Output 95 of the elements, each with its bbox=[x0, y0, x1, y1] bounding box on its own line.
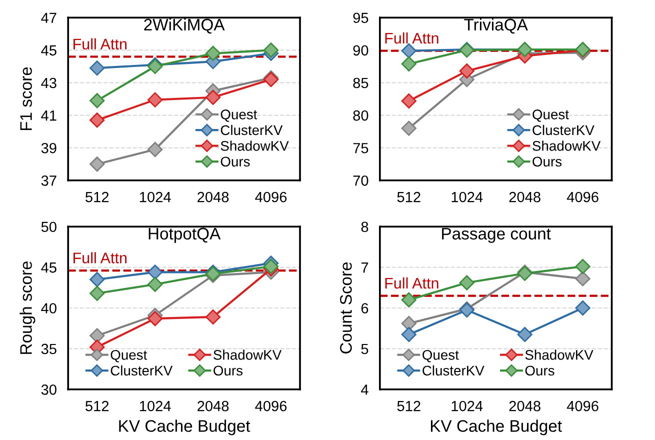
y-tick-label: 4 bbox=[361, 384, 368, 395]
point bbox=[90, 286, 105, 301]
legend-label: ShadowKV bbox=[532, 140, 601, 151]
y-tick-label: 75 bbox=[353, 143, 368, 154]
legend-label: Ours bbox=[214, 366, 242, 376]
chart-title: Passage count bbox=[442, 228, 551, 243]
legend-label: ShadowKV bbox=[214, 350, 282, 360]
chart-title: HotpotQA bbox=[148, 228, 221, 243]
legend-label: Ours bbox=[532, 156, 562, 167]
legend-label: Ours bbox=[525, 366, 554, 376]
y-tick-label: 90 bbox=[353, 45, 368, 56]
x-tick-label: 2048 bbox=[509, 400, 540, 412]
point bbox=[517, 326, 532, 342]
x-tick-label: 4096 bbox=[255, 400, 287, 412]
y-tick-label: 70 bbox=[353, 176, 368, 186]
y-tick-label: 5 bbox=[361, 344, 368, 354]
y-tick-label: 43 bbox=[41, 78, 56, 88]
legend-label: Quest bbox=[532, 110, 569, 122]
y-axis-title: F1 score bbox=[20, 67, 32, 130]
point bbox=[90, 93, 105, 108]
point bbox=[401, 292, 416, 308]
point bbox=[401, 93, 416, 109]
y-tick-label: 35 bbox=[41, 344, 56, 354]
x-axis-title: KV Cache Budget bbox=[430, 420, 562, 436]
x-tick-label: 2048 bbox=[509, 192, 540, 202]
point bbox=[148, 142, 163, 158]
x-tick-label: 4096 bbox=[255, 192, 287, 202]
point bbox=[459, 275, 474, 290]
point bbox=[148, 311, 163, 326]
point bbox=[401, 43, 416, 58]
legend-label: ClusterKV bbox=[110, 365, 173, 376]
chart-title: 2WiKiMQA bbox=[144, 18, 225, 34]
x-tick-label: 1024 bbox=[140, 192, 171, 202]
y-axis-title: Rough score bbox=[20, 261, 36, 354]
y-tick-label: 45 bbox=[41, 45, 56, 56]
ref-line-label: Full Attn bbox=[74, 252, 126, 264]
legend-label: ClusterKV bbox=[422, 365, 484, 376]
y-tick-label: 37 bbox=[41, 176, 56, 186]
legend-label: ClusterKV bbox=[220, 124, 283, 136]
x-tick-label: 512 bbox=[397, 400, 420, 412]
y-tick-label: 40 bbox=[41, 303, 56, 314]
y-tick-label: 47 bbox=[41, 12, 56, 23]
point bbox=[205, 90, 221, 105]
x-tick-label: 512 bbox=[397, 192, 420, 202]
y-tick-label: 50 bbox=[41, 222, 56, 232]
y-tick-label: 41 bbox=[41, 110, 56, 121]
x-tick-label: 4096 bbox=[566, 192, 598, 202]
point bbox=[575, 300, 590, 316]
point bbox=[401, 56, 416, 72]
y-axis-title: Count Score bbox=[340, 262, 352, 354]
point bbox=[148, 92, 163, 108]
chart-title: TriviaQA bbox=[464, 18, 528, 34]
point bbox=[90, 60, 105, 76]
x-tick-label: 2048 bbox=[198, 192, 229, 202]
y-tick-label: 45 bbox=[41, 262, 56, 273]
point bbox=[401, 120, 416, 136]
legend-label: Quest bbox=[220, 110, 258, 122]
point bbox=[148, 276, 163, 292]
ref-line-label: Full Attn bbox=[74, 38, 126, 50]
legend-label: Quest bbox=[422, 350, 459, 362]
legend-label: ShadowKV bbox=[220, 140, 289, 151]
ref-line-label: Full Attn bbox=[385, 32, 438, 44]
x-axis-title: KV Cache Budget bbox=[119, 420, 250, 436]
point bbox=[90, 272, 105, 288]
legend-label: Quest bbox=[110, 350, 148, 362]
y-tick-label: 30 bbox=[41, 384, 56, 395]
legend-label: Ours bbox=[220, 156, 250, 167]
point bbox=[401, 326, 416, 342]
point bbox=[459, 63, 474, 79]
x-tick-label: 1024 bbox=[140, 400, 171, 412]
point bbox=[148, 264, 163, 280]
x-tick-label: 512 bbox=[86, 192, 109, 202]
point bbox=[90, 328, 105, 344]
y-tick-label: 80 bbox=[353, 110, 368, 121]
x-tick-label: 512 bbox=[86, 400, 109, 412]
point bbox=[575, 258, 590, 274]
point bbox=[205, 46, 221, 61]
legend-label: ShadowKV bbox=[525, 350, 594, 360]
point bbox=[90, 112, 105, 128]
x-tick-label: 4096 bbox=[566, 400, 598, 412]
ref-line-label: Full Attn bbox=[385, 277, 438, 289]
point bbox=[90, 156, 105, 172]
x-tick-label: 1024 bbox=[452, 192, 483, 202]
y-tick-label: 7 bbox=[361, 262, 368, 273]
x-tick-label: 1024 bbox=[452, 400, 483, 412]
y-tick-label: 95 bbox=[353, 12, 368, 24]
y-tick-label: 6 bbox=[361, 303, 368, 314]
y-tick-label: 85 bbox=[353, 78, 368, 88]
point bbox=[263, 42, 279, 58]
x-tick-label: 2048 bbox=[198, 400, 229, 412]
y-tick-label: 39 bbox=[41, 142, 56, 154]
point bbox=[575, 271, 590, 286]
point bbox=[205, 309, 221, 325]
legend-label: ClusterKV bbox=[532, 124, 594, 136]
y-tick-label: 8 bbox=[361, 222, 368, 232]
